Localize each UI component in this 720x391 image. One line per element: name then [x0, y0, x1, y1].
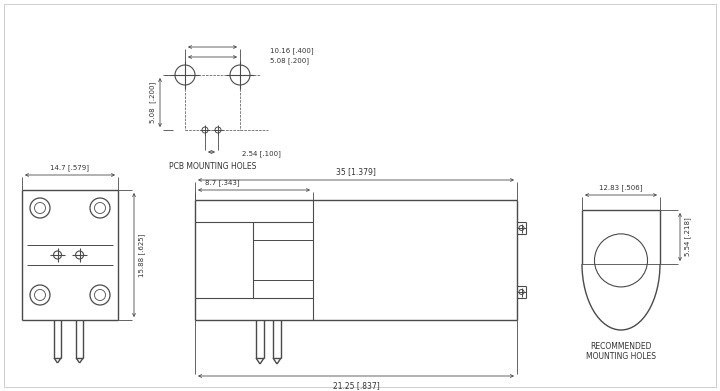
Text: 15.88 [.625]: 15.88 [.625]: [138, 233, 145, 277]
Text: 21.25 [.837]: 21.25 [.837]: [333, 381, 379, 390]
Text: 5.54 [.218]: 5.54 [.218]: [684, 218, 690, 256]
Text: 5.08  [.200]: 5.08 [.200]: [149, 82, 156, 123]
Text: 2.54 [.100]: 2.54 [.100]: [242, 151, 281, 157]
Text: 5.08 [.200]: 5.08 [.200]: [270, 57, 309, 65]
Text: 8.7 [.343]: 8.7 [.343]: [205, 179, 240, 186]
Text: 12.83 [.506]: 12.83 [.506]: [599, 184, 643, 191]
Text: 14.7 [.579]: 14.7 [.579]: [50, 164, 89, 171]
Text: 35 [1.379]: 35 [1.379]: [336, 167, 376, 176]
Text: RECOMMENDED
MOUNTING HOLES: RECOMMENDED MOUNTING HOLES: [586, 342, 656, 361]
Text: 10.16 [.400]: 10.16 [.400]: [270, 48, 314, 54]
Text: PCB MOUNTING HOLES: PCB MOUNTING HOLES: [168, 162, 256, 171]
